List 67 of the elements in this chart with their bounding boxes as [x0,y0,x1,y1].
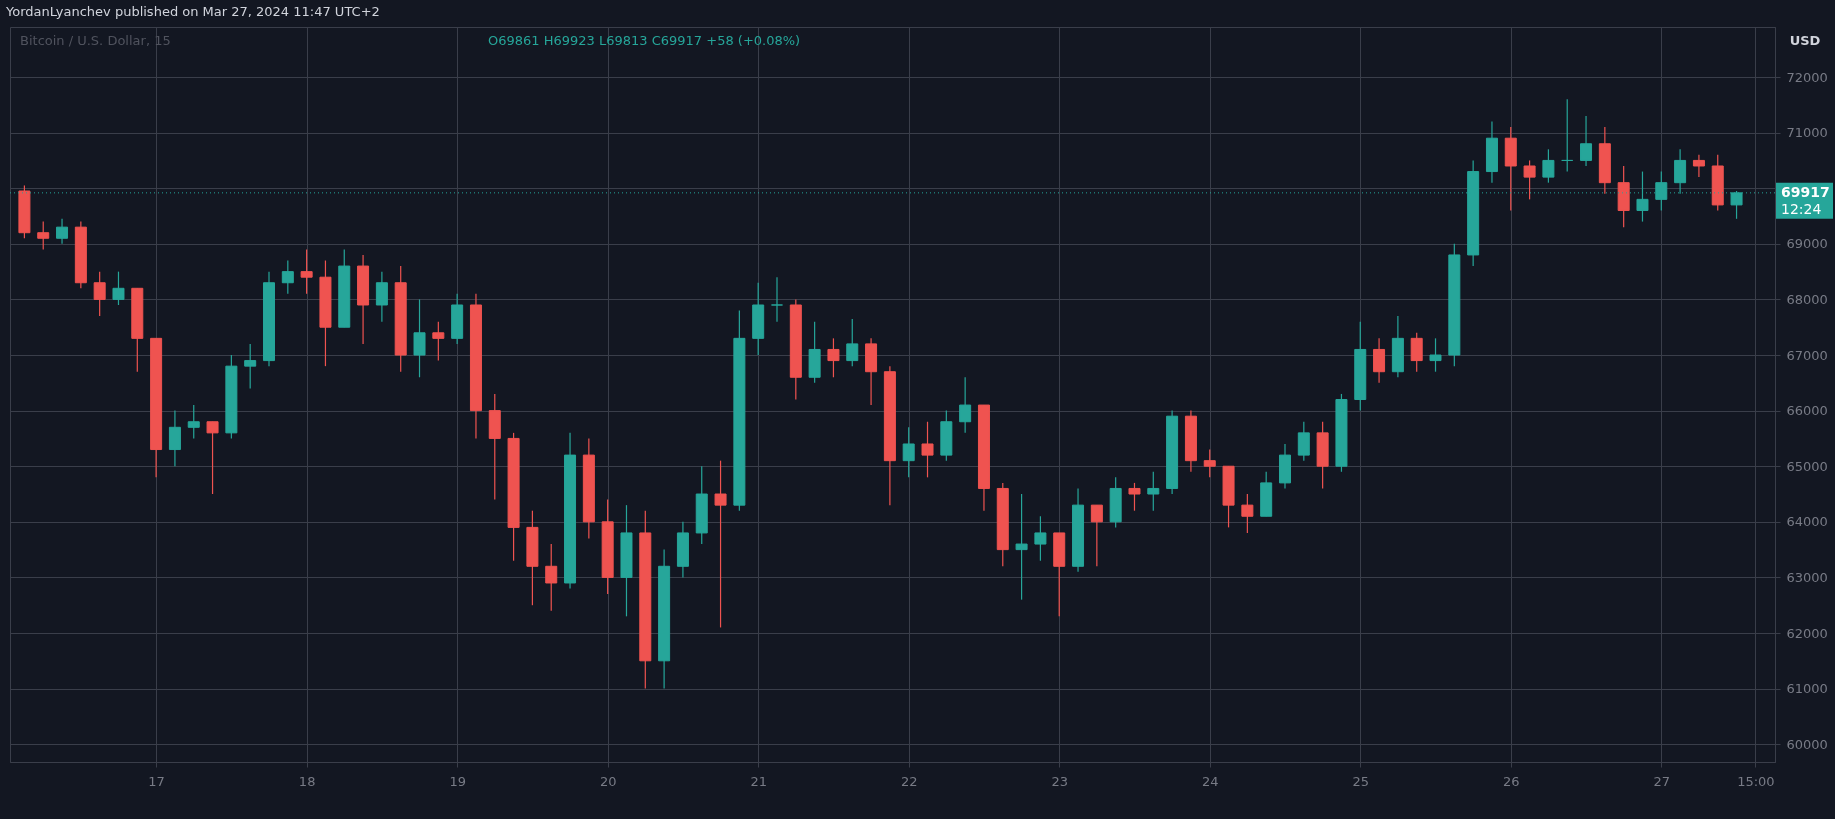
candlestick [300,248,313,295]
y-tick-label: 68000 [1786,291,1828,307]
x-tick-label: 19 [449,773,466,789]
candlestick [1147,471,1160,512]
y-tick-label: 67000 [1786,347,1828,363]
y-tick-label: 66000 [1786,403,1828,419]
candlestick [375,271,388,323]
chart-title: Bitcoin / U.S. Dollar, 15 [20,33,171,48]
candlestick [187,404,200,440]
candlestick [959,376,972,434]
y-tick-label: 65000 [1786,458,1828,474]
y-tick-label: 64000 [1786,514,1828,530]
candlestick [902,426,915,478]
x-tick-label: 15:00 [1737,773,1775,789]
candlestick [112,271,125,306]
y-tick-label: 62000 [1786,625,1828,641]
y-tick-label: 63000 [1786,569,1828,585]
candlestick [1523,159,1536,200]
candlestick [281,259,294,295]
candlestick [37,220,50,250]
x-tick-label: 22 [900,773,918,789]
candlestick [921,421,934,478]
x-tick-label: 24 [1201,773,1219,789]
x-tick-label: 23 [1051,773,1068,789]
y-tick-label: 60000 [1786,736,1828,752]
candlestick [1429,337,1442,373]
candlestick [432,321,445,362]
candlestick [846,318,859,367]
y-tick-label: 69000 [1786,236,1828,252]
x-tick-label: 26 [1503,773,1520,789]
y-tick-label: 72000 [1786,69,1828,85]
candlestick [168,410,181,467]
x-tick-label: 18 [298,773,316,789]
x-tick-label: 27 [1653,773,1671,789]
x-tick-label: 21 [750,773,767,789]
candlestick [56,218,69,245]
candlestick [1241,493,1254,534]
candlestick [1034,515,1047,562]
candlestick [206,421,219,495]
candlestick [1692,154,1705,178]
text: 12:24 [1781,200,1822,217]
text: YordanLyanchev published on Mar 27, 2024 11:47 UTC+2 [5,4,380,19]
text: USD [1789,33,1821,48]
x-tick-label: 17 [148,773,165,789]
candlestick [714,460,727,629]
candlestick [413,298,426,378]
candlestick [1015,493,1028,601]
candlestick [1128,482,1141,512]
candlestick [1410,332,1423,373]
candlestick [1373,337,1386,384]
ref-line-label: 69917 [1781,183,1830,200]
y-tick-label: 61000 [1786,681,1828,697]
x-tick-label: 25 [1352,773,1370,789]
candlestick [1090,504,1103,567]
candlestick [545,543,558,612]
x-tick-label: 20 [599,773,617,789]
candlestick [244,343,257,389]
candlestick [1542,148,1555,184]
candlestick [827,337,840,378]
candlestick [1203,448,1216,478]
candlestick [771,276,783,323]
candlestick [1580,115,1593,167]
annotation: O69861 H69923 L69813 C69917 +58 (+0.08%) [488,33,801,48]
candlestick [1297,421,1310,462]
candlestick [93,271,106,317]
candlestick [1561,98,1574,173]
y-tick-label: 71000 [1786,125,1828,141]
